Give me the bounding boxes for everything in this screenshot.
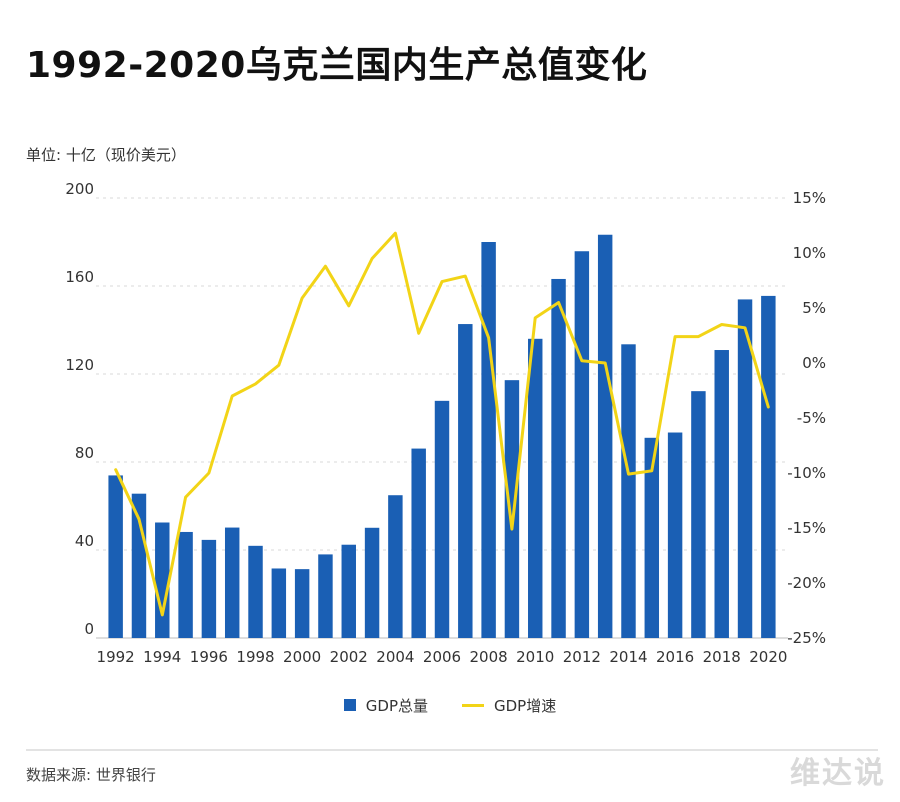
bar-1995 — [178, 531, 193, 638]
legend-bar-label: GDP总量 — [365, 696, 428, 715]
legend-item-bar: GDP总量 — [343, 695, 428, 716]
x-tick-label: 1996 — [190, 648, 228, 666]
right-axis-ticks: -25% -20% -15% -10% -5% 0% 5% 10% 15% — [787, 189, 826, 647]
legend-line-label: GDP增速 — [494, 696, 557, 715]
legend: GDP总量 GDP增速 — [0, 693, 900, 717]
bar-2019 — [737, 299, 753, 638]
left-tick-label: 200 — [65, 180, 94, 198]
bar-1998 — [248, 545, 263, 638]
bar-2009 — [504, 380, 520, 638]
left-tick-label: 80 — [75, 444, 94, 462]
bar-1992 — [108, 475, 123, 638]
x-tick-label: 2014 — [609, 648, 647, 666]
bar-2006 — [434, 400, 450, 638]
unit-label: 单位: 十亿（现价美元） — [26, 146, 186, 164]
x-tick-label: 2012 — [563, 648, 601, 666]
left-tick-label: 160 — [65, 268, 94, 286]
bar-series — [108, 234, 776, 638]
right-tick-label: -20% — [787, 574, 826, 592]
bar-2004 — [388, 495, 403, 638]
bar-2011 — [551, 278, 566, 638]
x-tick-label: 2010 — [516, 648, 554, 666]
source-label: 数据来源: 世界银行 — [26, 766, 156, 784]
x-tick-label: 2018 — [703, 648, 741, 666]
bar-2017 — [691, 391, 706, 638]
bar-2020 — [761, 295, 776, 638]
right-tick-label: 0% — [802, 354, 826, 372]
right-tick-label: 15% — [793, 189, 826, 207]
bar-2013 — [597, 234, 613, 638]
x-tick-label: 1994 — [143, 648, 181, 666]
gdp-chart: 0 40 80 120 160 200 -25% -20% -15% -10% -5% 0% 5% 10… — [65, 180, 826, 666]
x-tick-label: 2004 — [376, 648, 414, 666]
bar-2018 — [714, 350, 729, 638]
right-tick-label: 5% — [802, 299, 826, 317]
x-tick-label: 2020 — [749, 648, 787, 666]
x-tick-label: 1992 — [97, 648, 135, 666]
watermark-logo: 维达说 — [790, 756, 886, 791]
bar-2014 — [621, 344, 636, 638]
bar-2003 — [364, 527, 380, 638]
bar-2012 — [574, 251, 590, 638]
bar-2007 — [458, 324, 473, 638]
x-tick-label: 2016 — [656, 648, 694, 666]
legend-item-line: GDP增速 — [462, 695, 556, 716]
left-tick-label: 0 — [84, 620, 94, 638]
right-tick-label: -10% — [787, 464, 826, 482]
x-tick-label: 2008 — [470, 648, 508, 666]
bar-2000 — [294, 569, 310, 638]
right-tick-label: -25% — [787, 629, 826, 647]
right-tick-label: -5% — [797, 409, 826, 427]
bar-2015 — [644, 437, 660, 638]
bar-1999 — [271, 568, 287, 638]
left-axis-ticks: 0 40 80 120 160 200 — [65, 180, 94, 638]
bar-2016 — [667, 432, 683, 638]
x-tick-label: 2000 — [283, 648, 321, 666]
left-tick-label: 120 — [65, 356, 94, 374]
bar-2010 — [528, 338, 543, 638]
bar-1997 — [224, 527, 240, 638]
bar-2001 — [318, 554, 333, 638]
footer-divider — [26, 749, 878, 751]
bar-2008 — [481, 242, 496, 638]
bar-1993 — [131, 493, 147, 638]
bar-1996 — [201, 539, 217, 638]
x-tick-label: 1998 — [236, 648, 274, 666]
left-tick-label: 40 — [75, 532, 94, 550]
line-series — [114, 231, 770, 617]
right-tick-label: 10% — [793, 244, 826, 262]
legend-bar-swatch — [343, 699, 356, 711]
x-tick-label: 2006 — [423, 648, 461, 666]
bar-2002 — [341, 544, 356, 638]
chart-title: 1992-2020乌克兰国内生产总值变化 — [26, 45, 648, 86]
bar-2005 — [411, 448, 426, 638]
x-axis-ticks: 1992 1994 1996 1998 2000 2002 2004 2006 2008 2010… — [97, 648, 788, 666]
right-tick-label: -15% — [787, 519, 826, 537]
bar-1994 — [155, 522, 170, 638]
x-tick-label: 2002 — [330, 648, 368, 666]
legend-line-swatch — [462, 703, 484, 707]
